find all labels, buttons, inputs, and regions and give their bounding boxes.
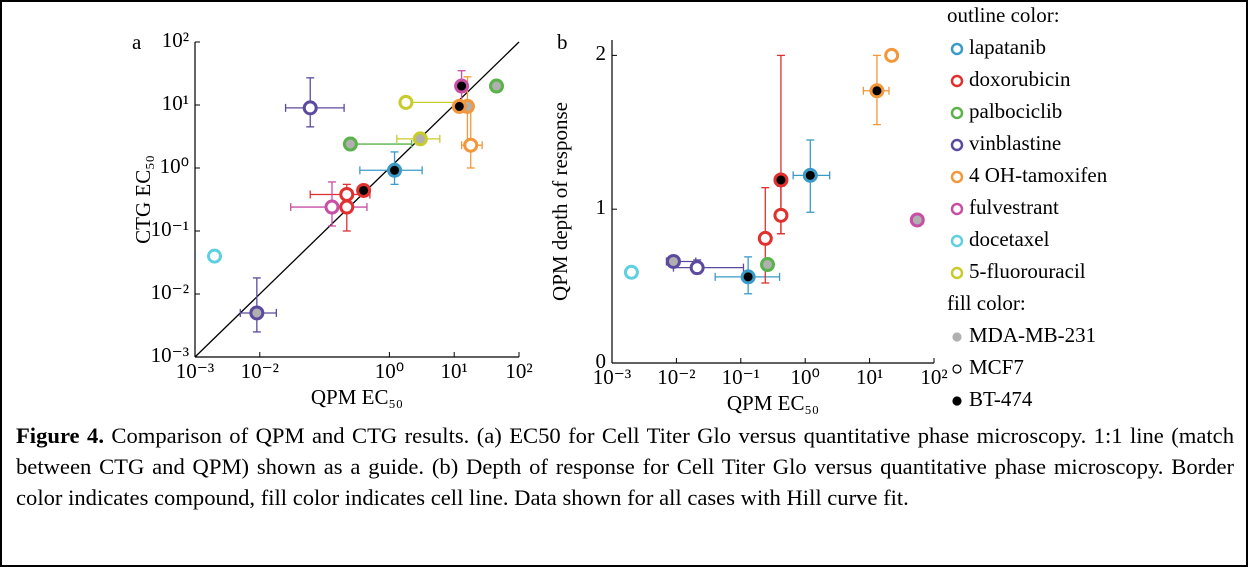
point [802, 167, 818, 183]
x-tick-label: 10² [920, 365, 947, 389]
legend-swatch [952, 396, 962, 406]
point [909, 212, 925, 228]
caption-text: Comparison of QPM and CTG results. (a) E… [16, 423, 1234, 510]
legend-label: BT-474 [969, 387, 1033, 411]
point [884, 47, 900, 63]
y-tick-label: 10⁻³ [151, 343, 189, 367]
legend-label: vinblastine [969, 131, 1061, 155]
y-tick-label: 10¹ [162, 91, 189, 115]
y-tick-label: 10⁻² [151, 280, 189, 304]
x-tick-label: 10⁻² [241, 359, 279, 383]
legend-swatch [950, 266, 964, 280]
y-axis-label: QPM depth of response [548, 102, 572, 301]
caption: Figure 4. Comparison of QPM and CTG resu… [16, 420, 1234, 513]
x-error-bar [672, 263, 745, 272]
point [451, 98, 467, 114]
x-tick-label: 10² [505, 359, 532, 383]
x-tick-label: 10⁻² [657, 365, 695, 389]
point [412, 131, 428, 147]
y-axis-label: CTG EC₅₀ [131, 155, 155, 244]
legend-label: lapatanib [969, 35, 1046, 59]
x-tick-label: 10¹ [441, 359, 468, 383]
y-tick-label: 10⁻¹ [151, 217, 189, 241]
panel-letter: a [132, 30, 142, 54]
legend-title: fill color: [947, 291, 1026, 315]
y-tick-label: 10² [162, 28, 189, 52]
x-tick-label: 10⁻¹ [722, 365, 760, 389]
point [773, 172, 789, 188]
x-tick-label: 10⁻³ [176, 359, 214, 383]
point [398, 94, 414, 110]
point [302, 100, 318, 116]
y-error-bar [252, 277, 261, 333]
x-tick-label: 10¹ [856, 365, 883, 389]
legend-label: palbociclib [969, 99, 1062, 123]
x-tick-label: 10⁰ [375, 359, 404, 383]
x-tick-label: 10⁻³ [593, 365, 631, 389]
legend-label: fulvestrant [969, 195, 1059, 219]
caption-label: Figure 4. [16, 423, 104, 448]
legend-swatch [952, 332, 962, 342]
point [356, 182, 372, 198]
point [249, 305, 265, 321]
charts: a 10⁻³ 10⁻² 10⁰ 10¹ 10² 10⁻³ 10⁻² 10⁻¹ 10⁰ 10¹ 10² Q… [131, 3, 1108, 415]
point [339, 186, 355, 202]
x-tick-label: 10⁰ [790, 365, 819, 389]
legend-swatch [950, 138, 964, 152]
point [760, 257, 776, 273]
y-error-bar [776, 54, 785, 235]
point [463, 137, 479, 153]
y-tick-label: 10⁰ [160, 154, 189, 178]
legend-label: MDA-MB-231 [969, 323, 1096, 347]
point [757, 230, 773, 246]
point [623, 264, 639, 280]
legend-label: 5-fluorouracil [969, 259, 1086, 283]
point [387, 162, 403, 178]
point [689, 260, 705, 276]
legend-swatch [950, 106, 964, 120]
legend-swatch [950, 42, 964, 56]
legend-swatch [950, 170, 964, 184]
point [454, 78, 470, 94]
x-axis-label: QPM EC₅₀ [727, 391, 819, 415]
panel-letter: b [557, 30, 568, 54]
y-tick-label: 2 [596, 41, 607, 65]
point [207, 248, 223, 264]
point [665, 253, 681, 269]
point [773, 207, 789, 223]
x-axis-label: QPM EC₅₀ [311, 385, 403, 409]
point [339, 199, 355, 215]
point [740, 269, 756, 285]
legend-label: docetaxel [969, 227, 1050, 251]
legend-label: MCF7 [969, 355, 1024, 379]
point [869, 83, 885, 99]
legend-swatch [950, 74, 964, 88]
y-tick-label: 0 [596, 349, 607, 373]
legend-swatch [950, 234, 964, 248]
legend-label: 4 OH-tamoxifen [969, 163, 1108, 187]
legend-label: doxorubicin [969, 67, 1071, 91]
point [342, 136, 358, 152]
legend-swatch [952, 364, 962, 374]
legend-title: outline color: [947, 3, 1060, 27]
legend-swatch [950, 202, 964, 216]
y-tick-label: 1 [596, 195, 607, 219]
point [324, 199, 340, 215]
point [489, 78, 505, 94]
identity-line [194, 41, 520, 358]
